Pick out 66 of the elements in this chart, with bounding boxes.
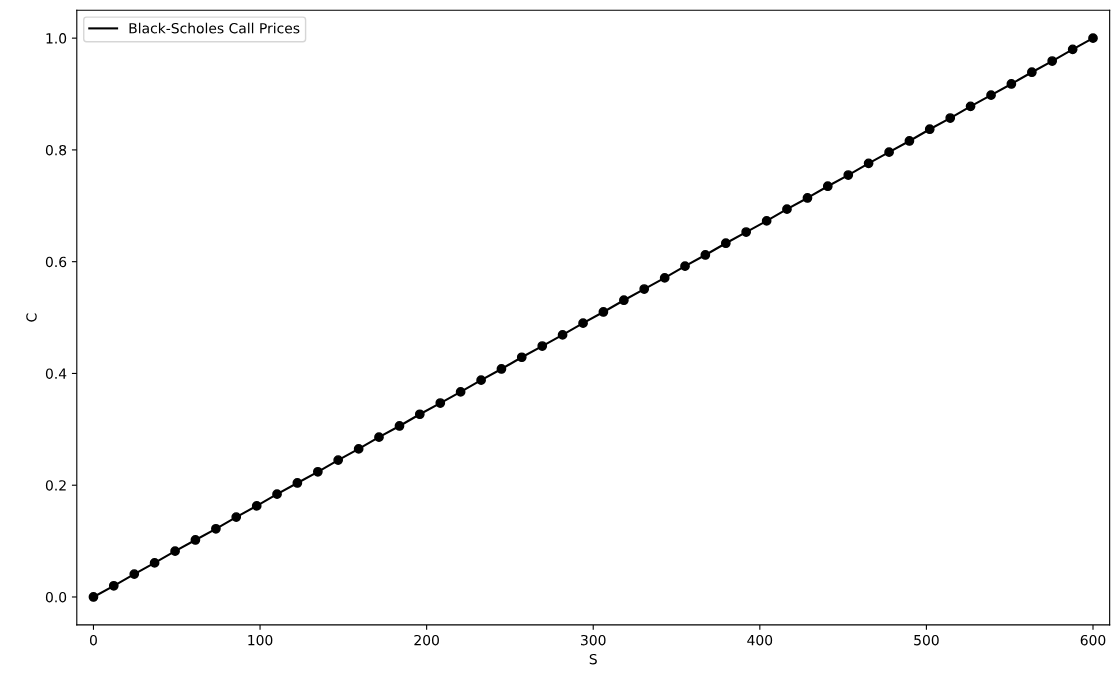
point [1027, 67, 1037, 78]
legend-label: Black-Scholes Call Prices [129, 22, 300, 34]
point [557, 330, 568, 340]
point [455, 387, 466, 397]
point [231, 512, 242, 522]
point [374, 432, 384, 443]
point [353, 444, 364, 454]
point [394, 421, 405, 431]
x-tick-label: 300 [581, 634, 606, 646]
point [435, 398, 446, 408]
point [720, 238, 731, 249]
point [170, 546, 180, 557]
point [129, 569, 140, 579]
point [88, 592, 99, 602]
point [598, 307, 609, 317]
point [741, 227, 752, 237]
y-tick-label: 0.4 [45, 368, 67, 379]
point [986, 90, 996, 101]
point [516, 352, 527, 363]
point [476, 375, 486, 386]
point [822, 181, 833, 192]
point [924, 124, 935, 135]
y-axis-title: C [26, 313, 37, 322]
point [639, 284, 650, 294]
point [211, 523, 221, 534]
point [965, 101, 976, 112]
point [680, 261, 690, 272]
point [843, 170, 854, 180]
y-tick-label: 0.8 [45, 144, 67, 156]
point [1006, 79, 1017, 89]
y-tick-label: 1.0 [46, 33, 67, 44]
x-tick-label: 400 [747, 634, 773, 646]
point [537, 341, 548, 351]
y-tick-label: 0.6 [45, 256, 67, 268]
point [292, 478, 303, 488]
x-tick-label: 100 [248, 634, 273, 646]
point [578, 318, 588, 329]
point [863, 158, 874, 169]
point [700, 250, 711, 260]
point [108, 580, 119, 591]
y-tick-label: 0.2 [45, 480, 66, 491]
point [782, 204, 792, 215]
point [149, 558, 160, 568]
point [333, 455, 344, 465]
point [272, 489, 282, 500]
point [761, 216, 772, 226]
point [251, 501, 262, 511]
y-tick-label: 0.0 [45, 591, 67, 603]
point [945, 113, 956, 123]
point [904, 136, 915, 146]
x-tick-label: 600 [1080, 634, 1106, 646]
point [619, 295, 629, 306]
point [414, 409, 425, 420]
x-tick-label: 200 [414, 634, 439, 646]
point [802, 193, 813, 203]
point [659, 273, 670, 283]
x-axis-title: S [589, 653, 597, 665]
point [190, 535, 201, 545]
x-tick-label: 0 [89, 634, 97, 646]
point [1067, 44, 1078, 55]
point [1088, 33, 1098, 44]
point [496, 364, 507, 374]
point [312, 466, 323, 477]
x-tick-label: 500 [914, 634, 939, 646]
point [1047, 56, 1058, 66]
point [884, 147, 894, 158]
